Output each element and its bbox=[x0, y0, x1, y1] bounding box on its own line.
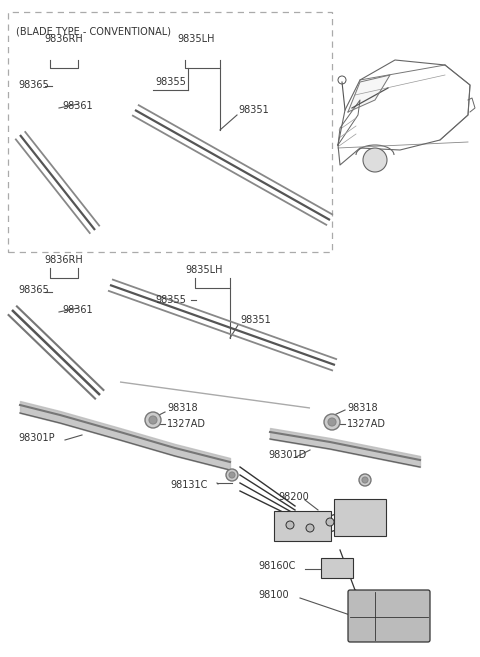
FancyBboxPatch shape bbox=[274, 511, 331, 541]
Text: 98355: 98355 bbox=[155, 295, 186, 305]
Polygon shape bbox=[348, 75, 390, 112]
Circle shape bbox=[149, 416, 157, 424]
Text: 98361: 98361 bbox=[62, 305, 93, 315]
Circle shape bbox=[306, 524, 314, 532]
Text: 98301P: 98301P bbox=[18, 433, 55, 443]
Circle shape bbox=[362, 477, 368, 483]
FancyBboxPatch shape bbox=[334, 499, 386, 536]
Text: 98100: 98100 bbox=[258, 590, 288, 600]
Circle shape bbox=[324, 414, 340, 430]
FancyBboxPatch shape bbox=[321, 558, 353, 578]
Circle shape bbox=[226, 469, 238, 481]
Circle shape bbox=[286, 521, 294, 529]
Bar bbox=[8, 12, 332, 252]
Text: 1327AD: 1327AD bbox=[347, 419, 386, 429]
Text: (BLADE TYPE - CONVENTIONAL): (BLADE TYPE - CONVENTIONAL) bbox=[16, 26, 171, 36]
Text: 98351: 98351 bbox=[238, 105, 269, 115]
Circle shape bbox=[145, 412, 161, 428]
Text: 98351: 98351 bbox=[240, 315, 271, 325]
Text: 98318: 98318 bbox=[167, 403, 198, 413]
Text: 9835LH: 9835LH bbox=[177, 34, 215, 44]
Circle shape bbox=[328, 418, 336, 426]
Text: 98160C: 98160C bbox=[258, 561, 295, 571]
Text: 9835LH: 9835LH bbox=[185, 265, 223, 275]
Text: 9836RH: 9836RH bbox=[44, 34, 83, 44]
Text: 9836RH: 9836RH bbox=[44, 255, 83, 265]
Text: 98365: 98365 bbox=[18, 285, 49, 295]
Text: 98365: 98365 bbox=[18, 80, 49, 90]
Text: 98200: 98200 bbox=[278, 492, 309, 502]
FancyBboxPatch shape bbox=[348, 590, 430, 642]
Text: 98355: 98355 bbox=[155, 77, 186, 87]
Circle shape bbox=[229, 472, 235, 478]
Text: 98131C: 98131C bbox=[170, 480, 207, 490]
Text: 98318: 98318 bbox=[347, 403, 378, 413]
Text: 98361: 98361 bbox=[62, 101, 93, 111]
Text: 98301D: 98301D bbox=[268, 450, 306, 460]
Text: 1327AD: 1327AD bbox=[167, 419, 206, 429]
Circle shape bbox=[326, 518, 334, 526]
Circle shape bbox=[363, 148, 387, 172]
Circle shape bbox=[359, 474, 371, 486]
